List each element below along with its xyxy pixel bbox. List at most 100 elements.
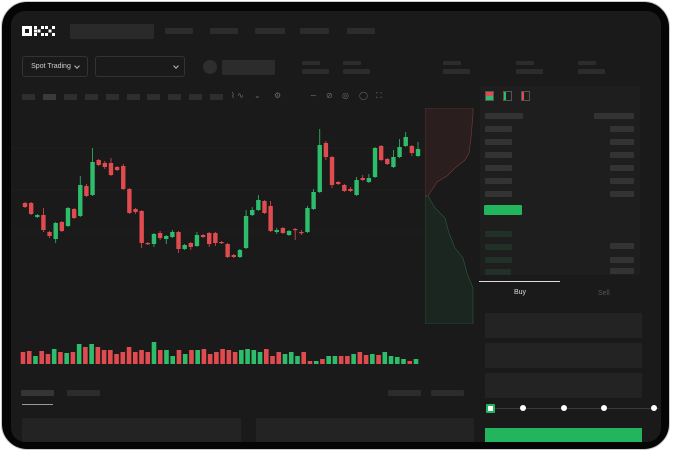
volume-bar — [201, 349, 207, 364]
nav-item[interactable] — [255, 28, 285, 34]
candle-body — [317, 145, 322, 192]
buy-tab[interactable]: Buy — [514, 289, 527, 296]
slider-stop[interactable] — [561, 405, 567, 411]
candle-body — [188, 243, 193, 247]
market-type-dropdown[interactable]: Spot Trading — [22, 56, 88, 77]
candle-body — [391, 157, 396, 167]
volume-bar — [39, 351, 45, 364]
candle-body — [385, 159, 390, 164]
volume-bar — [64, 353, 69, 364]
amount-input[interactable] — [485, 343, 642, 368]
slider-stop[interactable] — [651, 405, 657, 411]
candle-body — [243, 216, 249, 248]
timeframe-button[interactable] — [127, 94, 140, 100]
candle-body — [299, 232, 304, 234]
orders-filter[interactable] — [388, 390, 421, 396]
bid-depth-area — [425, 195, 474, 324]
volume-bar — [357, 352, 363, 364]
draw-icon[interactable]: ⊘ — [326, 91, 333, 100]
candle-body — [231, 255, 236, 257]
nav-item[interactable] — [165, 28, 193, 34]
volume-bar — [114, 354, 119, 364]
volume-bar — [376, 355, 381, 364]
reset-icon[interactable]: ◯ — [359, 91, 368, 100]
candle-body — [219, 242, 224, 244]
volume-bar — [345, 356, 350, 364]
timeframe-button[interactable] — [189, 94, 202, 100]
candle-body — [53, 223, 58, 239]
pair-dropdown[interactable] — [95, 56, 185, 77]
volume-bar — [151, 342, 157, 364]
nav-item[interactable] — [347, 28, 375, 34]
candle-body — [78, 185, 83, 216]
slider-stop[interactable] — [520, 405, 526, 411]
nav-item[interactable] — [300, 28, 329, 34]
fullscreen-icon[interactable]: ⛶ — [376, 91, 382, 100]
candle-body — [354, 180, 359, 195]
volume-bar — [239, 350, 244, 364]
timeframe-button[interactable] — [85, 94, 98, 100]
orders-tab-open[interactable] — [21, 390, 54, 396]
volume-bar — [26, 351, 32, 364]
volume-bar — [220, 349, 225, 364]
buy-submit-button[interactable] — [485, 428, 642, 442]
candle-body — [35, 215, 40, 217]
volume-bar — [45, 354, 51, 364]
volume-bar — [139, 350, 144, 364]
volume-bar — [226, 350, 232, 364]
candlestick-chart[interactable] — [11, 11, 431, 371]
candle-body — [237, 250, 243, 257]
orders-panel-right — [256, 418, 474, 442]
timeframe-button[interactable] — [210, 94, 223, 100]
leverage-slider-track[interactable] — [489, 408, 659, 409]
volume-bar — [332, 356, 338, 364]
volume-bar — [126, 347, 132, 364]
timeframe-button[interactable] — [147, 94, 160, 100]
orders-filter[interactable] — [431, 390, 464, 396]
candle-body — [403, 137, 408, 146]
slider-stop[interactable] — [601, 405, 607, 411]
chart-type-icon[interactable]: ⌄ — [254, 91, 261, 100]
timeframe-button[interactable] — [22, 94, 35, 100]
volume-bar — [245, 349, 250, 364]
candle-body — [262, 201, 267, 213]
timeframe-button[interactable] — [64, 94, 77, 100]
line-tool-icon[interactable]: ∼ — [310, 91, 317, 100]
volume-bar — [70, 352, 76, 364]
candle-body — [305, 208, 310, 232]
pair-price — [222, 60, 275, 75]
candle-body — [47, 232, 52, 236]
orderbook-view-both-icon[interactable] — [485, 91, 494, 101]
timeframe-button[interactable] — [43, 94, 56, 100]
timeframe-button[interactable] — [168, 94, 181, 100]
leverage-slider-handle[interactable] — [486, 404, 495, 413]
volume-bar — [95, 347, 101, 364]
volume-bar — [326, 356, 331, 364]
nav-item[interactable] — [210, 28, 238, 34]
candle-body — [225, 244, 230, 257]
sell-tab[interactable]: Sell — [598, 290, 610, 297]
candle-body — [378, 146, 384, 160]
volume-bar — [407, 361, 413, 364]
candle-body — [170, 232, 175, 237]
orderbook-view-bids-icon[interactable] — [503, 91, 512, 101]
candle-body — [121, 166, 126, 189]
volume-bar — [301, 352, 307, 364]
orderbook-view-asks-icon[interactable] — [521, 91, 530, 101]
settings-icon[interactable]: ⚙ — [274, 91, 282, 100]
total-input[interactable] — [485, 373, 642, 398]
candle-body — [127, 189, 132, 213]
search-bar[interactable] — [70, 24, 154, 39]
candle-body — [182, 245, 187, 249]
camera-icon[interactable]: ◎ — [342, 91, 349, 100]
indicator-icon[interactable]: ⌇ ∿ — [231, 91, 244, 100]
candle-body — [59, 222, 65, 231]
volume-bar — [232, 352, 238, 364]
orders-tab-underline — [22, 404, 53, 405]
volume-bar — [288, 352, 294, 364]
price-input[interactable] — [485, 313, 642, 338]
candle-body — [342, 185, 347, 191]
volume-bar — [101, 350, 107, 364]
timeframe-button[interactable] — [106, 94, 119, 100]
orders-tab-history[interactable] — [67, 390, 100, 396]
